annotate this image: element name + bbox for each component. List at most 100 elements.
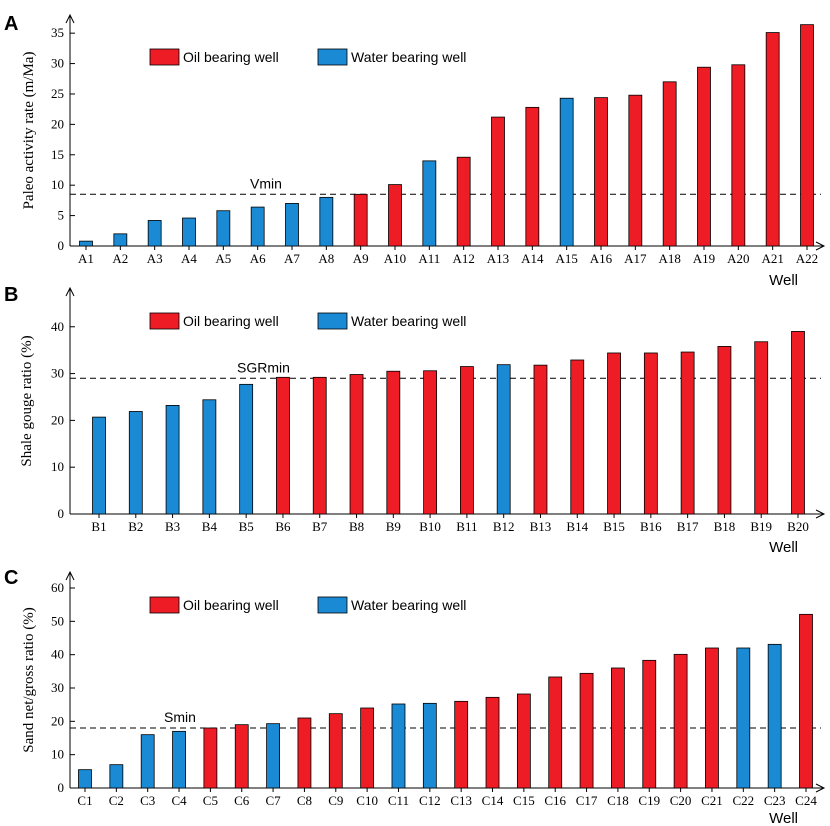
- legend-label-water-c: Water bearing well: [351, 597, 466, 613]
- x-tick-label-a21: A21: [761, 251, 783, 266]
- x-tick-label-a6: A6: [250, 251, 266, 266]
- legend-swatch-oil-b: [149, 312, 180, 330]
- legend-swatch-oil-c: [149, 596, 180, 614]
- x-tick-label-b9: B9: [386, 519, 401, 534]
- bar-a21: [765, 32, 780, 247]
- x-tick-label-c24: C24: [795, 793, 817, 808]
- x-tick-label-c5: C5: [203, 793, 218, 808]
- y-tick-label-a: 30: [51, 56, 64, 71]
- bar-a6: [250, 206, 265, 247]
- y-tick-label-a: 35: [51, 25, 64, 40]
- y-tick-label-c: 60: [51, 580, 64, 595]
- bar-c24: [799, 613, 813, 789]
- bar-b1: [92, 416, 106, 515]
- bar-c9: [328, 713, 343, 789]
- x-tick-label-a14: A14: [521, 251, 544, 266]
- legend-swatch-water-b: [317, 312, 348, 330]
- bar-a5: [216, 210, 231, 247]
- bar-c11: [391, 703, 406, 789]
- bar-a1: [79, 240, 93, 247]
- bar-b4: [202, 399, 217, 515]
- bar-a14: [525, 106, 540, 247]
- x-tick-label-c15: C15: [513, 793, 535, 808]
- bar-b17: [680, 351, 695, 515]
- x-tick-label-a9: A9: [353, 251, 369, 266]
- x-tick-label-a11: A11: [418, 251, 440, 266]
- x-tick-label-a7: A7: [284, 251, 300, 266]
- bar-b5: [239, 383, 254, 515]
- x-tick-label-b2: B2: [128, 519, 143, 534]
- x-tick-label-b4: B4: [202, 519, 218, 534]
- x-tick-label-c4: C4: [171, 793, 187, 808]
- x-tick-label-c3: C3: [140, 793, 155, 808]
- bar-b20: [791, 331, 805, 515]
- bar-c5: [203, 727, 218, 789]
- bar-b15: [607, 352, 621, 515]
- y-tick-label-a: 20: [51, 116, 64, 131]
- bar-a20: [731, 64, 746, 247]
- x-tick-label-a16: A16: [590, 251, 613, 266]
- x-tick-label-b6: B6: [275, 519, 291, 534]
- bar-a8: [319, 196, 334, 247]
- bar-a12: [456, 156, 471, 247]
- bar-b12: [496, 364, 511, 515]
- x-tick-label-c20: C20: [670, 793, 692, 808]
- x-tick-label-c11: C11: [388, 793, 409, 808]
- y-tick-label-a: 10: [51, 177, 64, 192]
- x-tick-label-b3: B3: [165, 519, 180, 534]
- legend-label-water-b: Water bearing well: [351, 313, 466, 329]
- x-tick-label-a22: A22: [796, 251, 818, 266]
- bar-a15: [559, 97, 574, 247]
- y-tick-label-b: 20: [51, 412, 64, 427]
- bar-c8: [297, 717, 312, 789]
- x-tick-label-a13: A13: [487, 251, 509, 266]
- y-tick-label-c: 30: [51, 680, 64, 695]
- threshold-label-c: Smin: [164, 709, 196, 725]
- x-tick-label-b17: B17: [677, 519, 699, 534]
- bar-b13: [533, 364, 548, 515]
- x-tick-label-c16: C16: [544, 793, 566, 808]
- bar-b11: [459, 366, 474, 515]
- x-tick-label-c10: C10: [356, 793, 378, 808]
- x-tick-label-c14: C14: [482, 793, 504, 808]
- bar-b18: [717, 346, 732, 515]
- y-tick-label-c: 20: [51, 713, 64, 728]
- bar-c19: [642, 659, 657, 789]
- y-tick-label-c: 10: [51, 747, 64, 762]
- x-tick-label-a2: A2: [112, 251, 128, 266]
- x-tick-label-a19: A19: [693, 251, 715, 266]
- bar-b3: [165, 405, 180, 515]
- y-tick-label-a: 15: [51, 147, 64, 162]
- x-tick-label-b12: B12: [493, 519, 515, 534]
- y-axis-title-b: Shale gouge ratio (%): [19, 335, 35, 466]
- x-tick-label-a8: A8: [318, 251, 334, 266]
- threshold-label-a: Vmin: [250, 175, 282, 191]
- x-tick-label-c6: C6: [234, 793, 250, 808]
- legend-label-oil-b: Oil bearing well: [183, 313, 279, 329]
- bar-a13: [491, 116, 505, 247]
- bar-a16: [594, 97, 608, 247]
- x-tick-label-c7: C7: [266, 793, 282, 808]
- y-tick-label-a: 5: [58, 208, 65, 223]
- bar-c10: [360, 707, 375, 789]
- x-tick-label-c23: C23: [764, 793, 786, 808]
- bar-c4: [172, 730, 186, 789]
- x-tick-label-a20: A20: [727, 251, 749, 266]
- x-tick-label-c19: C19: [638, 793, 660, 808]
- y-tick-label-a: 0: [58, 238, 65, 253]
- bar-c3: [140, 734, 155, 789]
- bar-c6: [234, 724, 249, 789]
- bar-c22: [736, 647, 751, 789]
- y-axis-arrow-a: [65, 13, 75, 24]
- bar-a4: [182, 217, 196, 247]
- bar-b10: [423, 370, 438, 515]
- x-tick-label-a1: A1: [78, 251, 94, 266]
- legend-swatch-oil-a: [149, 48, 180, 66]
- y-tick-label-b: 10: [51, 459, 64, 474]
- bar-b6: [276, 376, 290, 515]
- x-tick-label-a10: A10: [384, 251, 406, 266]
- bar-a2: [113, 233, 128, 247]
- bar-b8: [349, 374, 364, 515]
- y-axis-title-c: Sand net/gross ratio (%): [21, 607, 37, 752]
- bar-a19: [697, 66, 711, 247]
